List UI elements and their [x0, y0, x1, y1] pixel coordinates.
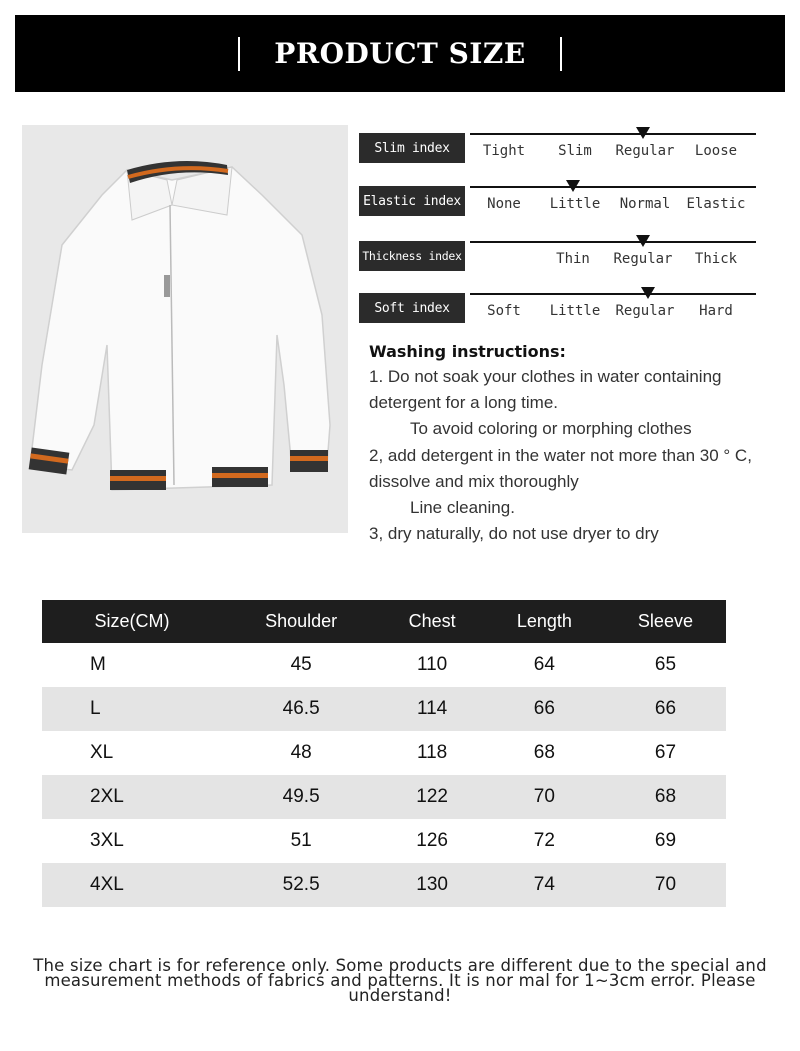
washing-line: 3, dry naturally, do not use dryer to dr…	[369, 524, 659, 544]
index-option: Thin	[556, 251, 590, 267]
table-cell: 64	[533, 654, 555, 675]
size-table: Size(CM) Shoulder Chest Length Sleeve M 4…	[42, 600, 726, 907]
index-option: Hard	[699, 303, 733, 319]
table-cell: 49.5	[221, 775, 381, 819]
index-label: Soft index	[359, 293, 465, 323]
index-scale-line	[470, 186, 756, 188]
disclaimer-note: The size chart is for reference only. So…	[33, 956, 767, 1005]
washing-line: Line cleaning.	[410, 498, 515, 518]
thickness-index: Thickness index Thin Regular Thick	[359, 233, 759, 283]
marker-triangle-icon	[636, 127, 650, 139]
column-header: Size(CM)	[42, 600, 222, 643]
table-cell: 122	[380, 775, 484, 819]
table-cell: 66	[604, 687, 726, 731]
table-cell: 68	[604, 775, 726, 819]
table-header-row: Size(CM) Shoulder Chest Length Sleeve	[42, 600, 726, 643]
index-option: Slim	[558, 143, 592, 159]
index-scale-line	[470, 293, 756, 295]
table-cell: 45	[290, 654, 312, 675]
index-option: Loose	[694, 143, 738, 159]
table-cell: 2XL	[42, 775, 222, 819]
index-label: Elastic index	[359, 186, 465, 216]
column-header: Sleeve	[604, 600, 726, 643]
table-cell: 130	[380, 863, 484, 907]
table-cell: 46.5	[221, 687, 381, 731]
table-cell: 114	[380, 687, 484, 731]
marker-triangle-icon	[566, 180, 580, 192]
table-cell: 3XL	[90, 830, 124, 851]
index-scale-line	[470, 241, 756, 243]
table-cell: 126	[416, 830, 448, 851]
page-title: PRODUCT SIZE	[274, 37, 526, 70]
washing-instructions: Washing instructions: 1. Do not soak you…	[369, 340, 789, 547]
index-scale-line	[470, 133, 756, 135]
table-cell: 48	[290, 742, 312, 763]
index-option: Normal	[619, 196, 671, 212]
index-option: None	[487, 196, 521, 212]
table-cell: 70	[483, 775, 605, 819]
table-cell: 118	[416, 742, 448, 763]
table-cell: 69	[654, 830, 677, 851]
table-cell: 68	[533, 742, 555, 763]
index-option: Soft	[487, 303, 521, 319]
index-option: Tight	[482, 143, 526, 159]
index-option: Elastic	[686, 196, 746, 212]
divider	[238, 36, 241, 71]
washing-line: 1. Do not soak your clothes in water con…	[369, 367, 722, 413]
washing-line: To avoid coloring or morphing clothes	[410, 419, 692, 439]
table-row: 3XL 51 126 72 69	[42, 819, 726, 863]
table-cell: 74	[483, 863, 605, 907]
index-option: Thick	[694, 251, 738, 267]
slim-index: Slim index Tight Slim Regular Loose	[359, 125, 759, 175]
marker-triangle-icon	[641, 287, 655, 299]
table-cell: L	[42, 687, 222, 731]
table-row: 4XL 52.5 130 74 70	[42, 863, 726, 907]
table-cell: 65	[654, 654, 677, 675]
index-label: Slim index	[359, 133, 465, 163]
washing-line: 2, add detergent in the water not more t…	[369, 445, 752, 491]
table-cell: 72	[533, 830, 555, 851]
table-row: 2XL 49.5 122 70 68	[42, 775, 726, 819]
index-label: Thickness index	[359, 241, 465, 271]
table-row: M 45 110 64 65	[42, 643, 726, 687]
table-cell: 52.5	[221, 863, 381, 907]
index-option: Little	[549, 303, 601, 319]
table-cell: 67	[654, 742, 677, 763]
table-row: XL 48 118 68 67	[42, 731, 726, 775]
table-row: L 46.5 114 66 66	[42, 687, 726, 731]
index-option: Regular	[615, 303, 675, 319]
column-header: Shoulder	[221, 600, 381, 643]
column-header: Chest	[380, 600, 484, 643]
index-option: Little	[549, 196, 601, 212]
soft-index: Soft index Soft Little Regular Hard	[359, 285, 759, 335]
table-cell: 110	[416, 654, 448, 675]
elastic-index: Elastic index None Little Normal Elastic	[359, 178, 759, 228]
table-cell: M	[90, 654, 106, 675]
table-cell: 51	[290, 830, 312, 851]
table-cell: 66	[483, 687, 605, 731]
divider	[559, 36, 562, 71]
washing-title: Washing instructions:	[369, 342, 566, 361]
table-cell: 4XL	[42, 863, 222, 907]
index-option: Regular	[615, 143, 675, 159]
marker-triangle-icon	[636, 235, 650, 247]
index-option: Regular	[613, 251, 673, 267]
title-banner: PRODUCT SIZE	[15, 15, 785, 92]
table-cell: XL	[90, 742, 114, 763]
product-image-white-jacket	[22, 125, 348, 533]
table-cell: 70	[604, 863, 726, 907]
column-header: Length	[483, 600, 605, 643]
